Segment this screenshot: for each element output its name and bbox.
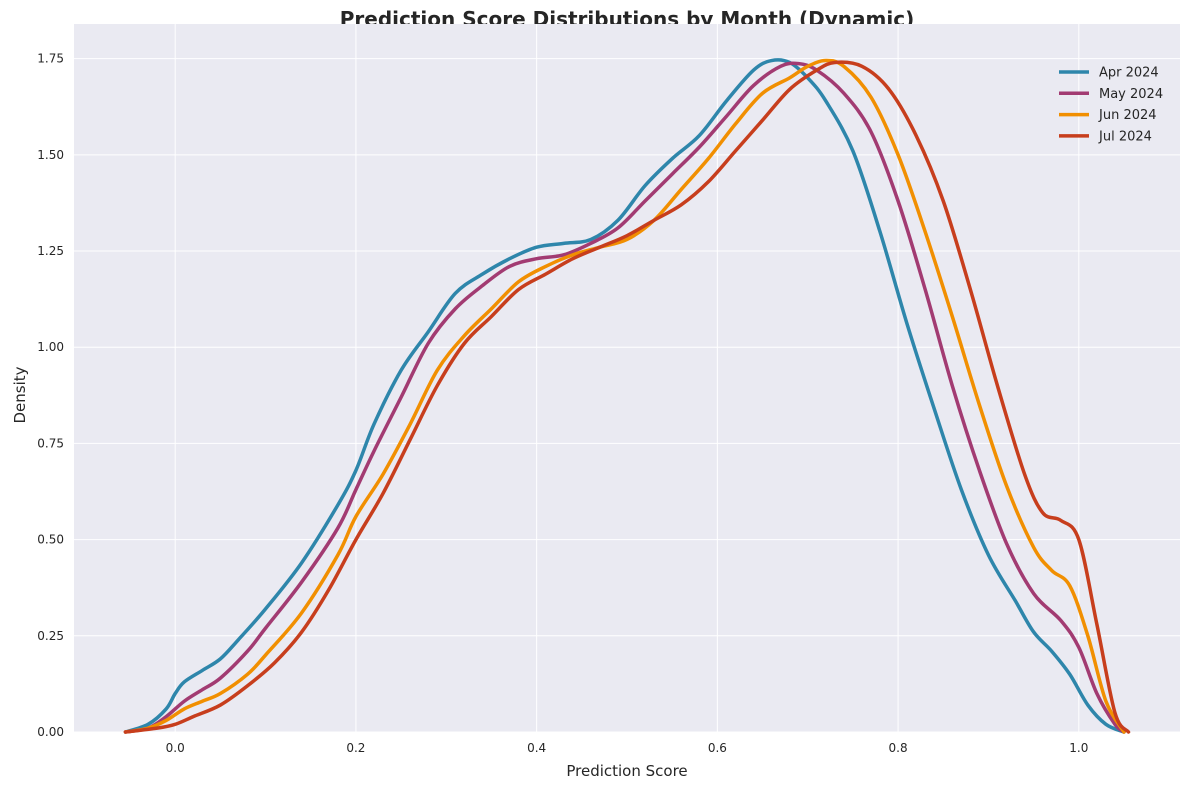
series-line-jul-2024 [123,60,1131,734]
y-tick-label: 0.00 [37,725,64,739]
x-tick-label: 0.2 [346,741,365,755]
y-tick-label: 1.50 [37,148,64,162]
x-tick-label: 0.0 [166,741,185,755]
legend-label-jun-2024: Jun 2024 [1098,108,1157,123]
legend-label-jul-2024: Jul 2024 [1098,129,1152,144]
y-tick-label: 0.50 [37,533,64,547]
x-tick-label: 0.4 [527,741,546,755]
y-tick-label: 0.75 [37,436,64,450]
x-tick-label: 1.0 [1069,741,1088,755]
y-tick-label: 1.00 [37,340,64,354]
legend-label-apr-2024: Apr 2024 [1099,66,1159,81]
y-tick-label: 0.25 [37,629,64,643]
legend: Apr 2024 May 2024 Jun 2024 Jul 2024 [1059,66,1163,144]
series-line-apr-2024 [123,58,1126,734]
x-axis-ticks: 0.0 0.2 0.4 0.6 0.8 1.0 [166,741,1089,755]
legend-label-may-2024: May 2024 [1099,87,1163,102]
x-axis-label: Prediction Score [566,762,687,780]
plot-area [74,24,1180,732]
y-axis-ticks: 0.00 0.25 0.50 0.75 1.00 1.25 1.50 1.75 [37,52,64,739]
series-lines [123,58,1131,734]
x-tick-label: 0.6 [708,741,727,755]
series-line-may-2024 [123,61,1126,734]
x-tick-label: 0.8 [889,741,908,755]
y-tick-label: 1.25 [37,244,64,258]
y-axis-label: Density [11,366,29,423]
y-tick-label: 1.75 [37,52,64,66]
